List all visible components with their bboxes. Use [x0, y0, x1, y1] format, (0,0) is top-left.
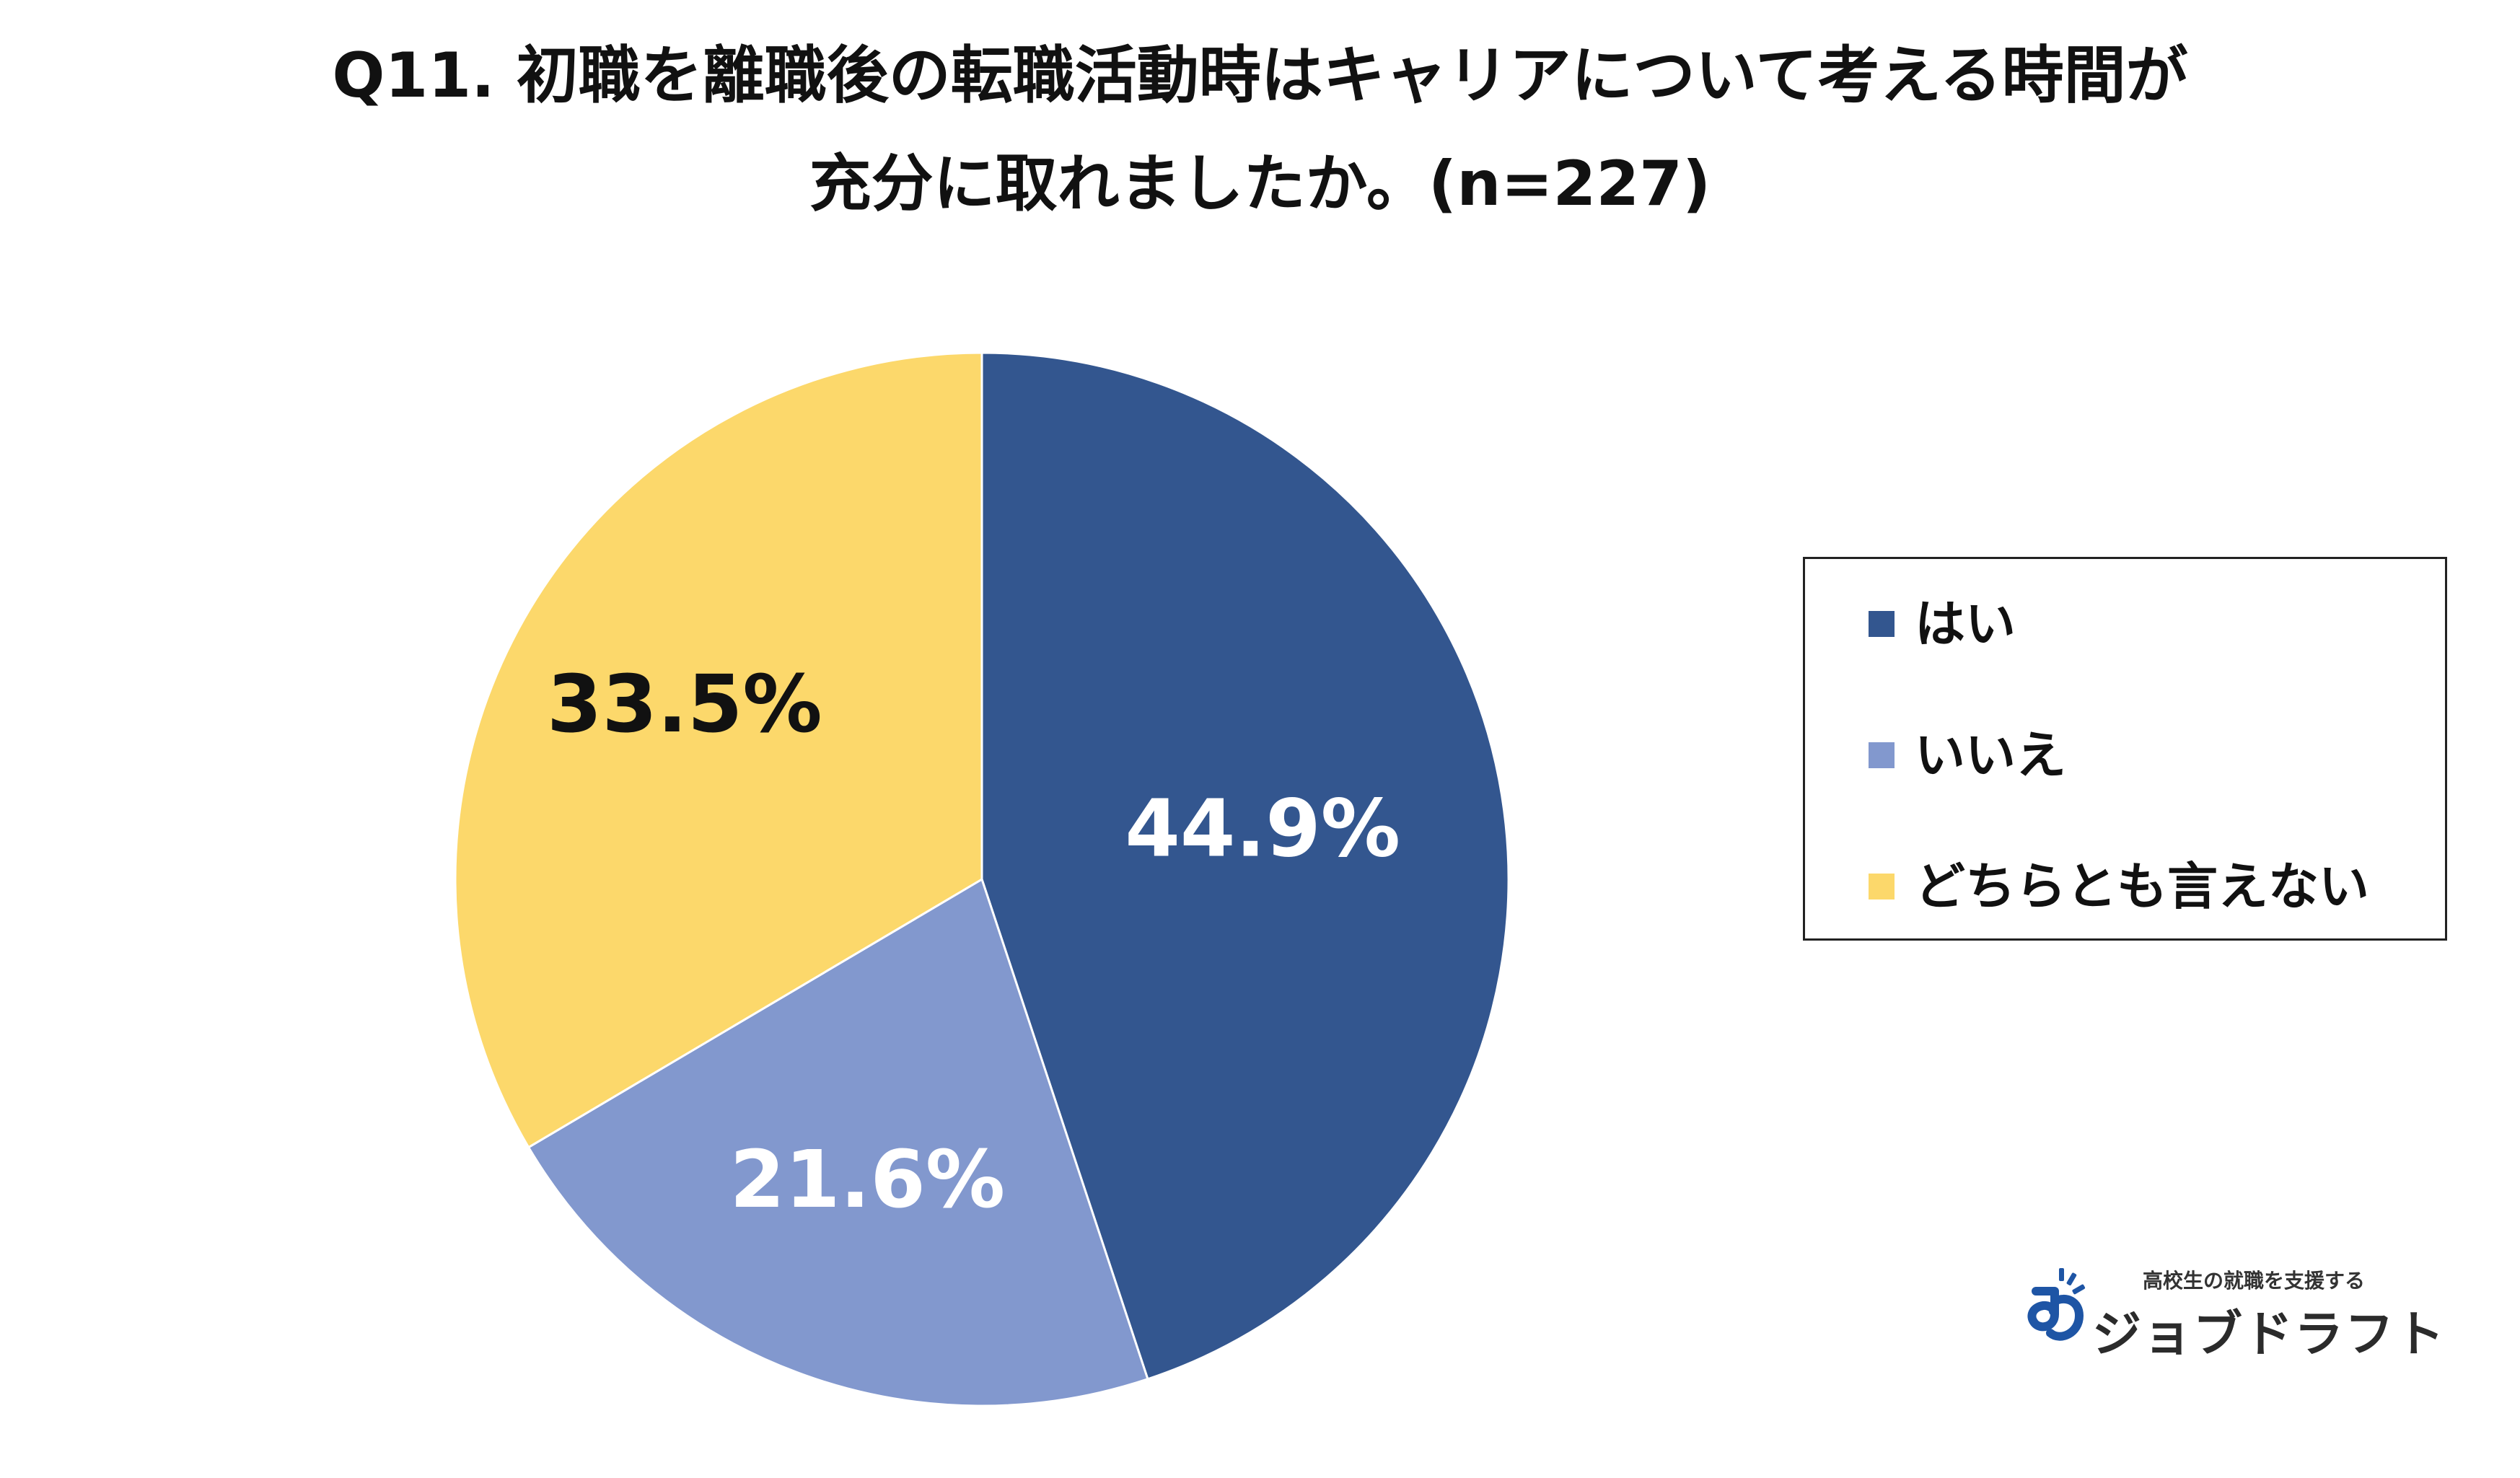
chart-title-line-2: 充分に取れましたか。(n=227): [809, 148, 1711, 220]
logo-tagline: 高校生の就職を支援する: [2143, 1269, 2366, 1293]
legend-item-no: いいえ: [1869, 723, 2066, 788]
legend-item-neither: どちらとも言えない: [1869, 854, 2369, 919]
legend-label-no: いいえ: [1915, 726, 2066, 785]
pie-slice-neither: [454, 351, 983, 1149]
legend: はい いいえ どちらとも言えない: [1803, 557, 2447, 941]
pie-slice-yes: [980, 351, 1510, 1381]
legend-swatch-neither: [1869, 874, 1895, 899]
pie-label-no: 21.6%: [729, 1133, 1005, 1226]
legend-label-neither: どちらとも言えない: [1915, 857, 2369, 916]
pie-label-neither: 33.5%: [547, 658, 822, 750]
legend-swatch-no: [1869, 742, 1895, 768]
legend-swatch-yes: [1869, 611, 1895, 637]
logo-name: ジョブドラフト: [2092, 1306, 2446, 1363]
legend-item-yes: はい: [1869, 591, 2016, 656]
legend-label-yes: はい: [1915, 594, 2016, 654]
jobdraft-logo: 高校生の就職を支援する ジョブドラフト: [2026, 1258, 2444, 1363]
pie-label-yes: 44.9%: [1125, 782, 1400, 874]
pie-slice-no: [527, 877, 1149, 1407]
logo-mark-icon: [2027, 1268, 2086, 1341]
chart-title-line-1: Q11. 初職を離職後の転職活動時はキャリアについて考える時間が: [332, 40, 2188, 112]
